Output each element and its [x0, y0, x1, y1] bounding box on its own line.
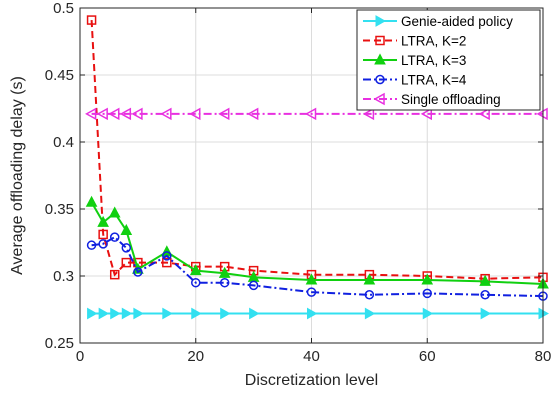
- data-point-marker: [480, 290, 490, 300]
- data-point-marker: [121, 307, 133, 320]
- legend-item: Genie-aided policy: [363, 14, 513, 29]
- series-line: [91, 235, 544, 298]
- data-point-marker: [85, 195, 98, 207]
- series-ltra-k-4: [86, 232, 548, 301]
- data-point-marker: [375, 15, 387, 27]
- data-point-marker: [109, 269, 120, 280]
- data-point-marker: [162, 257, 172, 268]
- data-point-marker: [86, 15, 97, 25]
- data-point-marker: [307, 307, 318, 320]
- data-point-marker: [86, 240, 97, 250]
- data-point-marker: [375, 74, 385, 85]
- series-group: [85, 15, 550, 320]
- x-tick-label: 20: [187, 348, 204, 365]
- data-point-marker: [131, 107, 143, 121]
- legend-label: Genie-aided policy: [401, 14, 513, 29]
- series-single-offloading: [85, 107, 548, 121]
- data-point-marker: [248, 280, 259, 291]
- series-genie-aided-policy: [87, 307, 550, 320]
- data-point-marker: [363, 273, 376, 285]
- legend-label: LTRA, K=3: [401, 53, 466, 68]
- legend-label: LTRA, K=2: [401, 34, 466, 49]
- data-point-marker: [133, 267, 143, 277]
- data-point-marker: [109, 232, 120, 242]
- legend-item: LTRA, K=3: [363, 53, 466, 68]
- y-tick-label: 0.25: [45, 335, 74, 352]
- x-axis-label: Discretization level: [245, 372, 378, 389]
- data-point-marker: [119, 107, 132, 121]
- data-point-marker: [247, 107, 259, 121]
- legend-label: LTRA, K=4: [401, 73, 467, 88]
- legend-label: Single offloading: [401, 92, 501, 107]
- data-point-marker: [219, 277, 230, 288]
- data-point-marker: [305, 273, 318, 285]
- data-point-marker: [373, 92, 385, 106]
- y-tick-label: 0.3: [53, 268, 74, 285]
- data-point-marker: [374, 53, 386, 65]
- data-point-marker: [108, 107, 120, 121]
- data-point-marker: [120, 223, 133, 235]
- x-tick-label: 60: [419, 348, 436, 365]
- data-point-marker: [421, 273, 434, 285]
- data-point-marker: [121, 243, 132, 253]
- data-point-marker: [218, 107, 230, 121]
- data-point-marker: [98, 239, 108, 249]
- data-point-marker: [304, 107, 317, 121]
- y-tick-label: 0.4: [53, 134, 74, 151]
- data-point-marker: [420, 107, 432, 121]
- data-point-marker: [121, 257, 132, 268]
- data-point-marker: [191, 307, 202, 320]
- x-tick-label: 80: [535, 348, 552, 365]
- data-point-marker: [110, 307, 121, 320]
- data-point-marker: [422, 288, 432, 299]
- legend-item: LTRA, K=2: [363, 34, 466, 49]
- data-point-marker: [98, 307, 110, 320]
- y-tick-label: 0.45: [45, 67, 74, 84]
- y-tick-label: 0.5: [53, 0, 74, 17]
- data-point-marker: [375, 35, 385, 46]
- data-point-marker: [160, 107, 172, 121]
- data-point-marker: [220, 307, 231, 320]
- x-tick-label: 40: [303, 348, 320, 365]
- data-point-marker: [478, 107, 490, 121]
- data-point-marker: [362, 107, 375, 121]
- data-point-marker: [162, 307, 173, 320]
- legend-box: [356, 9, 541, 111]
- y-tick-label: 0.35: [45, 201, 74, 218]
- legend: Genie-aided policy LTRA, K=2 LTRA, K=3 LTRA…: [356, 9, 541, 111]
- series-line: [90, 20, 544, 280]
- data-point-marker: [479, 274, 491, 286]
- data-point-marker: [480, 307, 492, 320]
- data-point-marker: [87, 307, 98, 320]
- data-point-marker: [96, 107, 108, 121]
- data-point-marker: [108, 206, 121, 218]
- data-point-marker: [97, 215, 109, 227]
- x-tick-label: 0: [76, 348, 84, 365]
- data-point-marker: [422, 307, 434, 320]
- data-point-marker: [162, 251, 172, 261]
- data-point-marker: [364, 290, 375, 300]
- data-point-marker: [364, 307, 376, 320]
- data-point-marker: [98, 229, 108, 240]
- data-point-marker: [85, 107, 97, 121]
- y-axis-label: Average offloading delay (s): [9, 76, 26, 275]
- data-point-marker: [306, 287, 317, 297]
- data-point-marker: [191, 277, 201, 288]
- data-point-marker: [249, 307, 260, 320]
- data-point-marker: [189, 107, 201, 121]
- data-point-marker: [218, 266, 231, 278]
- legend-item: Single offloading: [363, 92, 501, 107]
- data-point-marker: [133, 307, 144, 320]
- legend-item: LTRA, K=4: [363, 73, 467, 88]
- data-point-marker: [189, 264, 202, 276]
